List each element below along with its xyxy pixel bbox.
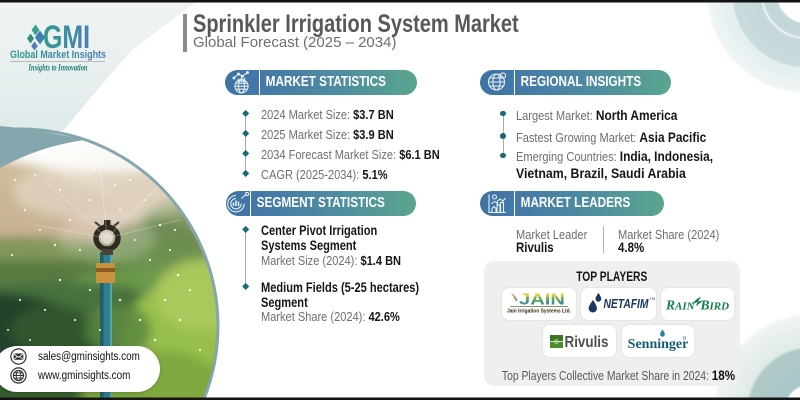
svg-text:JAIN: JAIN	[519, 292, 565, 309]
svg-text:NETAFIM: NETAFIM	[604, 297, 649, 311]
svg-text:GMI: GMI	[43, 19, 90, 55]
svg-text:Senninger: Senninger	[628, 337, 689, 352]
svg-text:BIRD: BIRD	[700, 298, 730, 313]
svg-text:Rivulis: Rivulis	[564, 334, 608, 351]
svg-text:Jain Irrigation Systems Ltd.: Jain Irrigation Systems Ltd.	[507, 309, 571, 315]
svg-text:Insights to Innovation: Insights to Innovation	[28, 63, 88, 73]
svg-text:RAIN: RAIN	[665, 298, 696, 313]
svg-text:TM: TM	[650, 297, 655, 301]
svg-text:Global Market Insights: Global Market Insights	[10, 49, 106, 61]
